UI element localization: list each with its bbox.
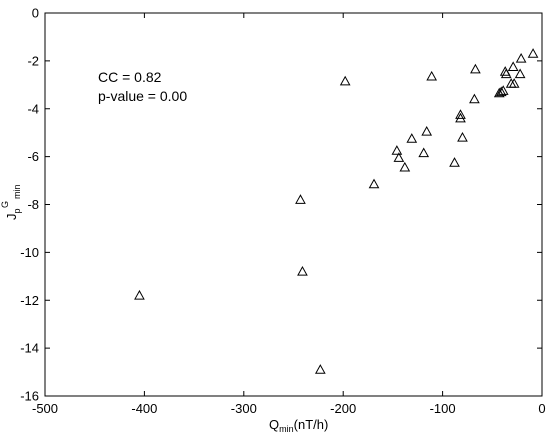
data-point-triangle xyxy=(514,68,526,79)
y-tick-label: -16 xyxy=(20,389,39,404)
data-point-triangle xyxy=(455,109,466,119)
data-point-triangle xyxy=(134,289,145,300)
data-point-triangle xyxy=(418,147,430,158)
y-tick-label: -2 xyxy=(27,53,39,68)
data-point-triangle xyxy=(295,194,306,204)
x-axis-title-main: Q xyxy=(269,417,279,432)
svg-text:Jp: Jp xyxy=(4,208,22,220)
data-point-triangle xyxy=(500,68,512,79)
y-tick-label: -14 xyxy=(20,341,39,356)
data-point-triangle xyxy=(314,364,326,374)
y-axis-title-main: J xyxy=(4,214,19,221)
data-point-triangle xyxy=(469,93,480,104)
data-point-triangle xyxy=(470,63,481,74)
x-tick-label: -500 xyxy=(32,401,58,416)
data-point-triangle xyxy=(457,131,468,142)
y-axis-title-superscript: G xyxy=(0,201,10,208)
data-point-triangle xyxy=(339,75,351,86)
y-tick-label: -6 xyxy=(27,149,39,164)
y-axis-title: Jp G min xyxy=(0,184,22,220)
data-point-triangle xyxy=(391,145,403,155)
data-point-triangle xyxy=(515,52,527,63)
y-tick-label: -10 xyxy=(20,245,39,260)
y-tick-label: -4 xyxy=(27,101,39,116)
data-point-triangle xyxy=(426,70,438,81)
x-tick-label: -300 xyxy=(231,401,257,416)
data-point-triangle xyxy=(495,86,507,97)
data-point-triangle xyxy=(297,265,308,276)
data-point-triangle xyxy=(455,112,466,123)
x-axis-title-subscript: min xyxy=(279,424,294,434)
x-tick-label: -100 xyxy=(430,401,456,416)
x-axis-title-unit: (nT/h) xyxy=(294,417,329,432)
x-axis-title: Qmin(nT/h) xyxy=(269,417,328,434)
data-point-triangle xyxy=(497,85,509,95)
x-tick-label: 0 xyxy=(538,401,545,416)
y-tick-label: -8 xyxy=(27,197,39,212)
data-point-triangle xyxy=(493,87,505,98)
y-axis-title-subscript: p xyxy=(12,208,22,213)
y-axis-title-subscript-min: min xyxy=(12,184,22,199)
y-tick-label: -12 xyxy=(20,293,39,308)
p-value-annotation: p-value = 0.00 xyxy=(98,88,187,104)
data-point-triangle xyxy=(406,133,418,143)
svg-text:Qmin(nT/h): Qmin(nT/h) xyxy=(269,417,328,434)
data-points xyxy=(134,48,539,374)
y-tick-label: 0 xyxy=(32,6,39,21)
y-axis-ticks: 0 -2 -4 -6 -8 -10 -12 -14 -16 xyxy=(20,6,542,404)
data-point-triangle xyxy=(507,61,519,71)
correlation-annotation: CC = 0.82 xyxy=(98,69,162,85)
data-point-triangle xyxy=(527,48,539,58)
data-point-triangle xyxy=(508,78,520,88)
data-point-triangle xyxy=(421,125,433,136)
x-tick-label: -200 xyxy=(330,401,356,416)
data-point-triangle xyxy=(449,157,460,167)
x-axis-ticks: -500 -400 -300 -200 -100 0 xyxy=(32,13,546,416)
data-point-triangle xyxy=(368,178,380,189)
x-tick-label: -400 xyxy=(131,401,157,416)
data-point-triangle xyxy=(399,161,411,172)
data-point-triangle xyxy=(393,152,405,162)
